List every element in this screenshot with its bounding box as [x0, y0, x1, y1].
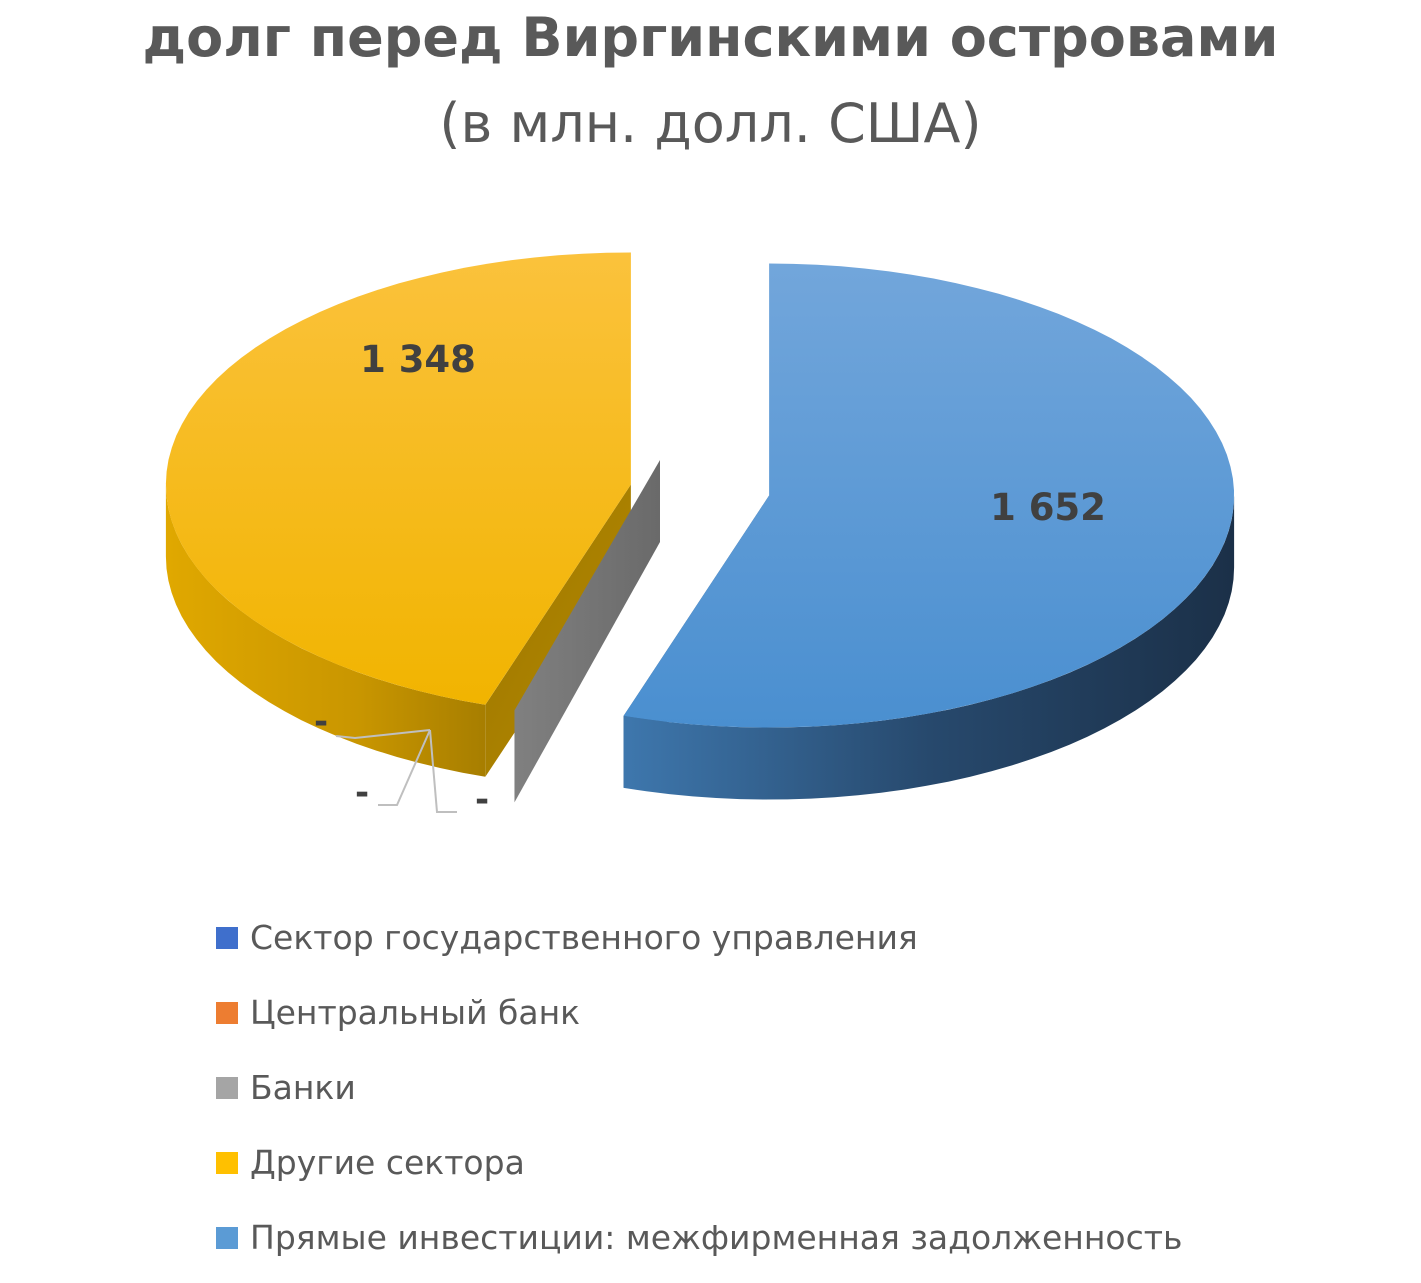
pie-slice-side: [165, 484, 486, 777]
legend-label: Другие сектора: [250, 1143, 525, 1182]
legend-item: Банки: [216, 1050, 1182, 1125]
legend-label: Сектор государственного управления: [250, 918, 918, 957]
leader-line: [429, 729, 457, 813]
pie-slice-zero: [514, 460, 660, 803]
pie-slice-side: [623, 495, 1235, 800]
leader-line: [378, 729, 431, 806]
legend-swatch: [216, 1001, 238, 1024]
chart-legend: Сектор государственного управления Центр…: [216, 900, 1182, 1275]
legend-label: Банки: [250, 1068, 356, 1107]
legend-swatch: [216, 1076, 238, 1099]
legend-label: Центральный банк: [250, 993, 581, 1032]
legend-swatch: [216, 926, 238, 949]
legend-item: Другие сектора: [216, 1125, 1182, 1200]
legend-swatch: [216, 1226, 238, 1249]
legend-item: Прямые инвестиции: межфирменная задолжен…: [216, 1200, 1182, 1275]
legend-swatch: [216, 1151, 238, 1174]
legend-label: Прямые инвестиции: межфирменная задолжен…: [250, 1218, 1183, 1257]
data-label: -: [314, 702, 328, 742]
legend-item: Центральный банк: [216, 975, 1182, 1050]
chart-title: долг перед Виргинскими островами: [142, 6, 1279, 69]
legend-item: Сектор государственного управления: [216, 900, 1182, 975]
data-label: 1 348: [360, 338, 476, 381]
data-label: -: [475, 780, 489, 820]
pie-slice: [165, 252, 631, 705]
chart-subtitle: (в млн. долл. США): [439, 92, 982, 155]
data-label: -: [355, 773, 369, 813]
leader-line: [335, 729, 431, 740]
data-label: 1 652: [990, 486, 1106, 529]
pie-slice: [623, 263, 1234, 728]
